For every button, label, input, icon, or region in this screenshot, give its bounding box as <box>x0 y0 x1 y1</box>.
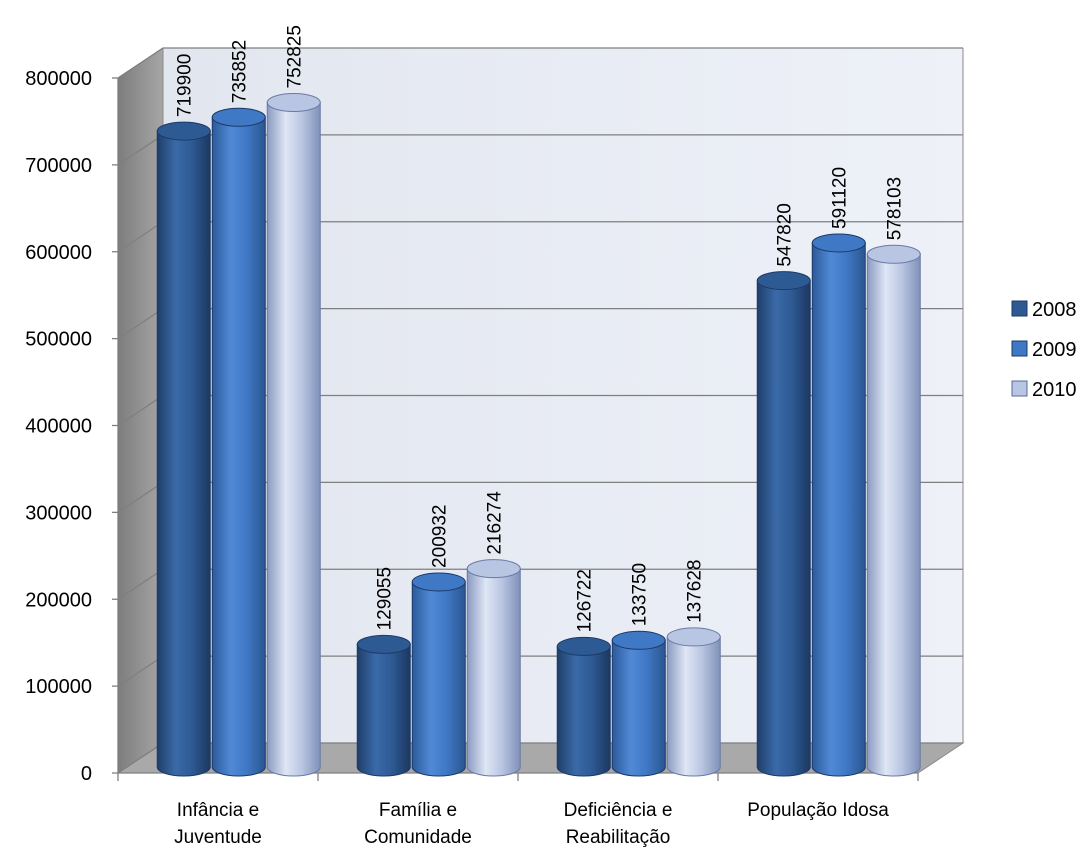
x-tick-label: Família e Comunidade <box>364 800 472 848</box>
bar-body <box>156 130 211 777</box>
data-label: 133750 <box>630 563 651 626</box>
gridline-side <box>117 394 164 427</box>
legend-item: 2009 <box>1011 339 1077 361</box>
y-tick-label: 0 <box>81 763 92 785</box>
bar-body <box>611 639 666 777</box>
gridline-side <box>117 481 164 513</box>
gridline-side <box>117 655 164 687</box>
bar <box>756 271 811 777</box>
bar-top <box>866 244 921 264</box>
data-label: 591120 <box>830 167 851 229</box>
bar-body <box>756 280 811 777</box>
y-tick-label: 400000 <box>25 416 92 438</box>
bar-top <box>411 572 466 592</box>
bar-top <box>356 634 411 654</box>
bar-body <box>266 101 321 777</box>
data-label: 126722 <box>575 569 596 632</box>
data-labels: 719900 129055 126722 547820 735852 200932 1337… <box>175 25 906 632</box>
data-label: 735852 <box>230 40 251 103</box>
bar-top <box>156 121 211 141</box>
data-label: 216274 <box>485 491 506 555</box>
legend-swatch <box>1011 380 1028 397</box>
data-label: 547820 <box>775 203 796 266</box>
bar <box>156 121 211 777</box>
x-tick-label: Infância e Juventude <box>174 800 262 848</box>
bar <box>811 233 866 777</box>
legend-item: 2008 <box>1011 299 1077 321</box>
legend-swatch <box>1011 340 1028 357</box>
axes: 0 100000 200000 300000 400000 500000 600000 700… <box>25 68 919 848</box>
gridline-side <box>117 47 164 79</box>
bar-body <box>811 242 866 777</box>
data-label: 129055 <box>375 567 396 630</box>
bar-body <box>356 643 411 777</box>
bar-body <box>466 568 521 777</box>
bar <box>866 244 921 777</box>
bar-top <box>666 627 721 647</box>
data-label: 752825 <box>285 25 306 88</box>
y-tick-label: 100000 <box>25 676 92 698</box>
bar-top <box>556 636 611 656</box>
gridline-side <box>117 134 164 166</box>
y-tick-label: 600000 <box>25 242 92 264</box>
y-tick-label: 200000 <box>25 589 92 611</box>
bar <box>266 92 321 777</box>
legend: 2008 2009 2010 <box>1011 299 1077 401</box>
legend-label: 2008 <box>1032 299 1077 321</box>
legend-swatch <box>1011 300 1028 317</box>
bar-top <box>756 271 811 291</box>
y-tick-label: 800000 <box>25 68 92 90</box>
bar <box>356 634 411 777</box>
bar <box>411 572 466 777</box>
legend-item: 2010 <box>1011 379 1077 401</box>
data-label: 200932 <box>430 505 451 568</box>
bar-body <box>866 253 921 777</box>
legend-label: 2009 <box>1032 339 1077 361</box>
bar <box>556 636 611 777</box>
bar-top <box>611 630 666 650</box>
gridline-side <box>117 221 164 253</box>
data-label: 719900 <box>175 54 196 117</box>
y-tick-label: 300000 <box>25 502 92 524</box>
bar-body <box>411 581 466 777</box>
y-tick-label: 500000 <box>25 329 92 351</box>
bar-body <box>556 645 611 777</box>
gridline-side <box>117 742 164 774</box>
data-label: 137628 <box>685 560 706 623</box>
bar-body <box>211 116 266 777</box>
bar <box>611 630 666 777</box>
legend-label: 2010 <box>1032 379 1077 401</box>
bar-body <box>666 636 721 777</box>
y-tick-label: 700000 <box>25 155 92 177</box>
x-tick-label: População Idosa <box>747 800 889 821</box>
bar-top <box>211 107 266 127</box>
bar <box>211 107 266 777</box>
x-tick-label: Deficiência e Reabilitação <box>564 800 673 848</box>
data-label: 578103 <box>885 177 906 240</box>
gridline-side <box>117 308 164 340</box>
bar-top <box>811 233 866 253</box>
bar-top <box>266 92 321 112</box>
bar-top <box>466 559 521 579</box>
bar <box>666 627 721 777</box>
bars <box>156 92 921 777</box>
bar <box>466 559 521 777</box>
gridline-side <box>117 568 164 600</box>
